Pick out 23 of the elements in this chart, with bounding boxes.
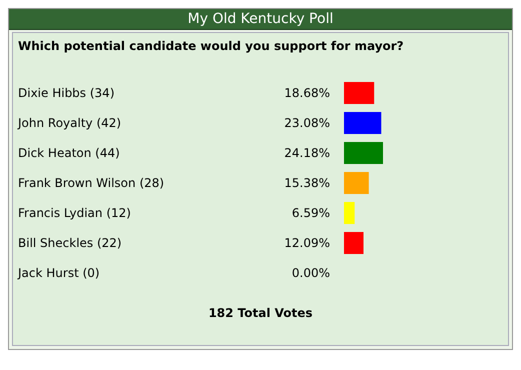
data-label: 23.08% <box>284 116 330 130</box>
y-tick-label: Dixie Hibbs (34) <box>18 86 114 100</box>
data-label: 15.38% <box>284 176 330 190</box>
data-label: 12.09% <box>284 236 330 250</box>
bar <box>344 202 355 224</box>
y-tick-label: Francis Lydian (12) <box>18 206 131 220</box>
bar <box>344 172 369 194</box>
data-label: 6.59% <box>292 206 330 220</box>
bar <box>344 142 383 164</box>
data-label: 18.68% <box>284 86 330 100</box>
bar <box>344 112 382 134</box>
bar <box>344 232 364 254</box>
y-tick-label: Frank Brown Wilson (28) <box>18 176 164 190</box>
text: 182 Total Votes <box>207 305 314 322</box>
chart-title: My Old Kentucky Poll <box>9 9 512 30</box>
y-tick-label: Jack Hurst (0) <box>17 266 100 280</box>
text: Which potential candidate would you support for mayor? <box>17 38 405 54</box>
data-label: 24.18% <box>284 146 330 160</box>
bar <box>344 82 374 104</box>
y-tick-label: Dick Heaton (44) <box>18 146 120 160</box>
data-label: 0.00% <box>292 266 330 280</box>
y-tick-label: Bill Sheckles (22) <box>18 236 122 250</box>
y-tick-label: John Royalty (42) <box>17 116 122 130</box>
